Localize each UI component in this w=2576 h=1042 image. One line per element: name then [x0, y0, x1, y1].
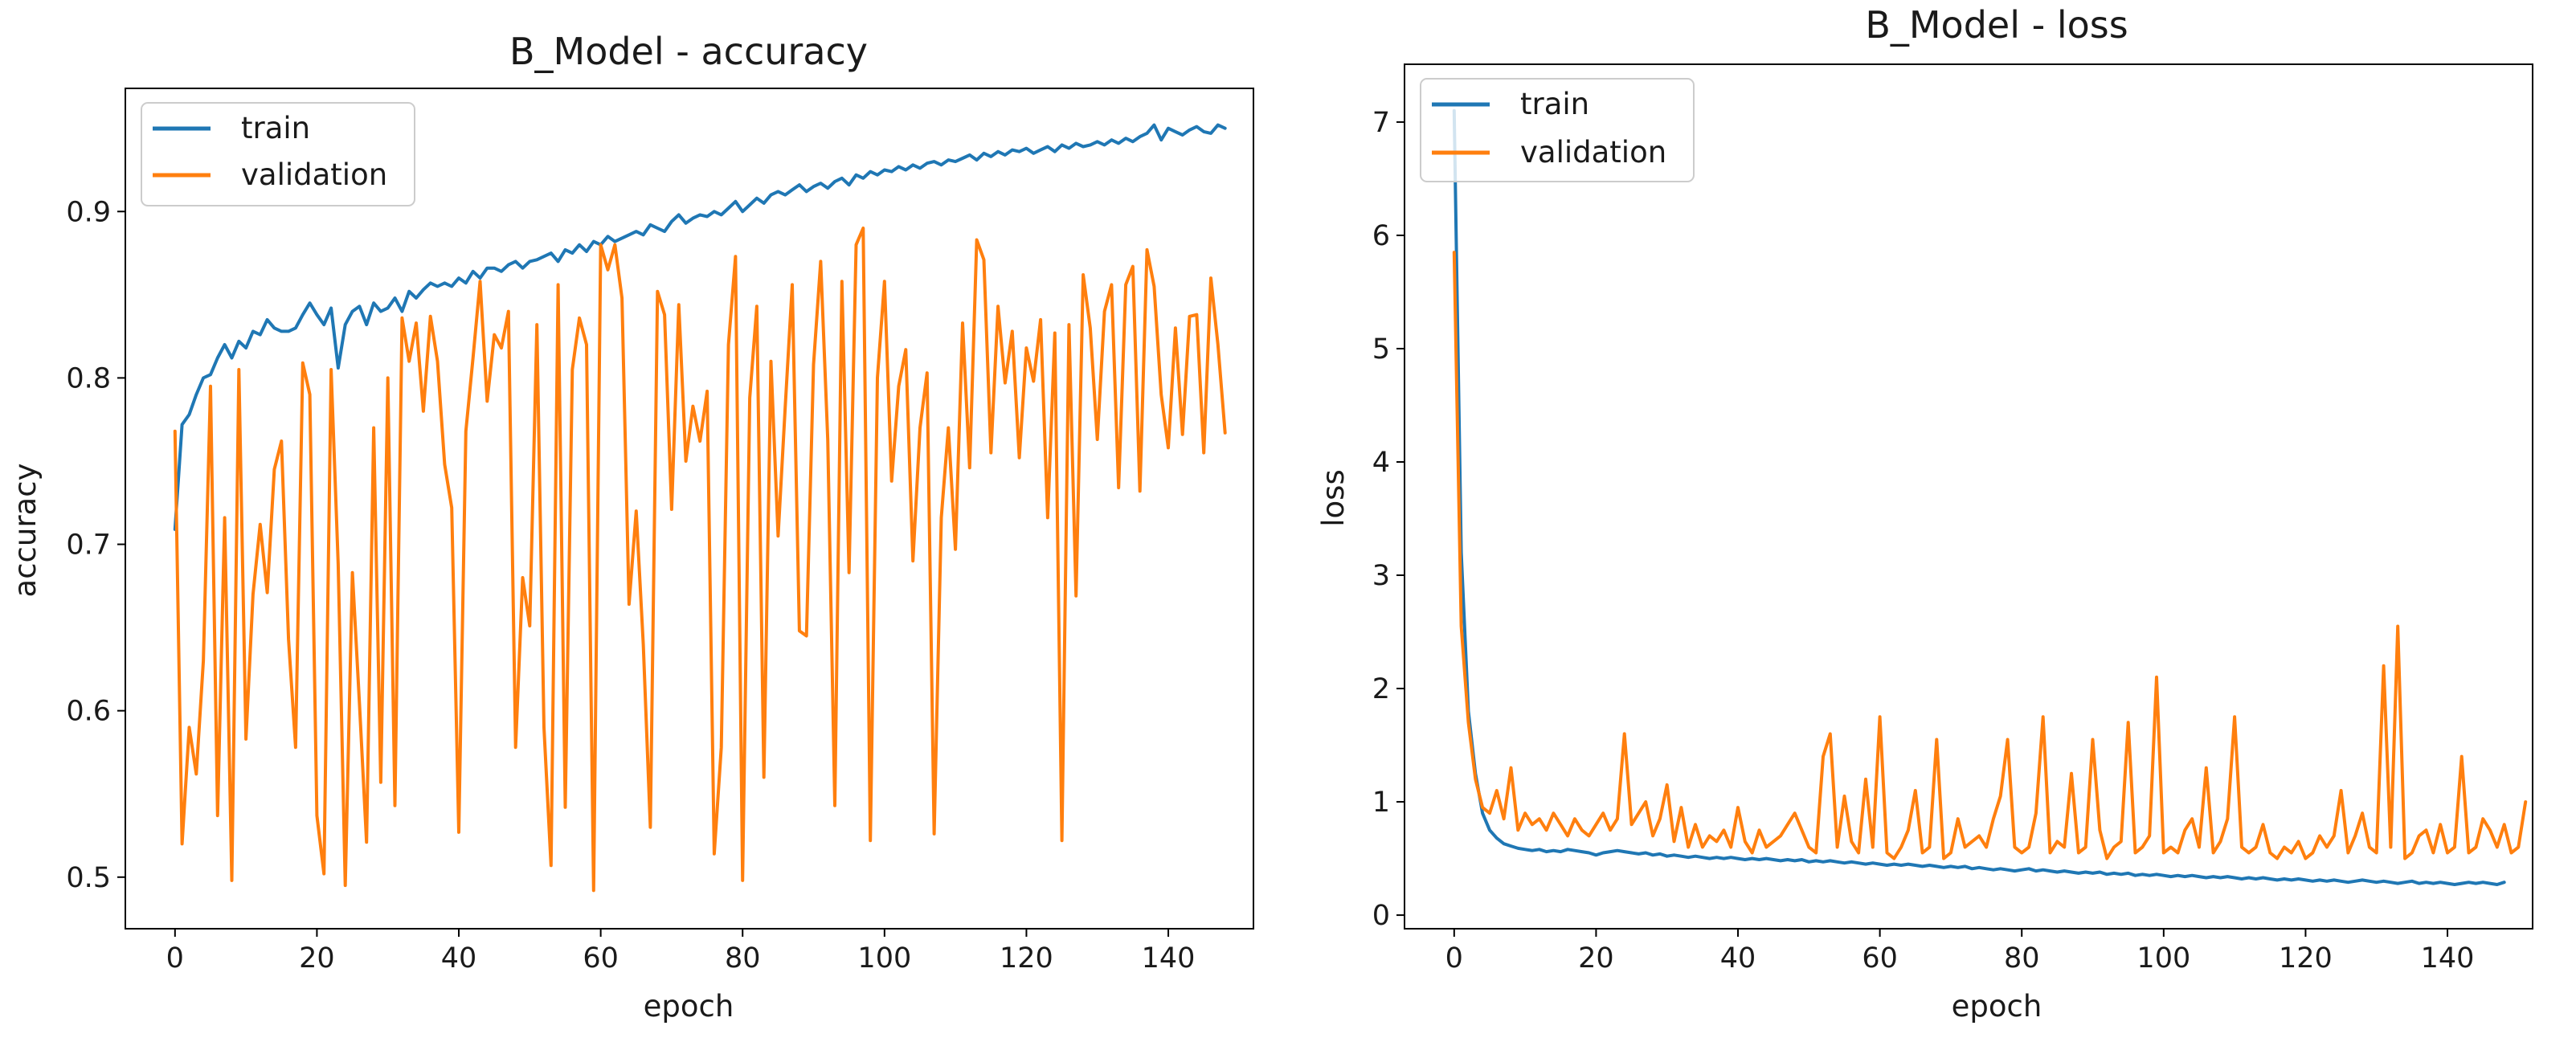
accuracy-chart-title: B_Model - accuracy: [509, 30, 868, 73]
acc-x-tick-label: 100: [857, 942, 911, 975]
accuracy-chart: B_Model - accuracy epoch accuracy 0 20 40 6…: [8, 30, 1254, 1024]
acc-series-validation-line: [173, 227, 1227, 893]
loss-x-tick-label: 0: [1445, 942, 1463, 975]
acc-series-train-line: [173, 123, 1227, 531]
loss-x-tick-label: 120: [2279, 942, 2333, 975]
loss-x-tick-label: 100: [2136, 942, 2190, 975]
loss-plot-frame: [1404, 63, 2533, 930]
loss-legend-validation-label: validation: [1520, 135, 1666, 170]
acc-x-tick-label: 140: [1142, 942, 1196, 975]
acc-x-tick-label: 40: [441, 942, 477, 975]
loss-y-tick-label: 3: [1372, 560, 1390, 592]
acc-x-tick-label: 60: [583, 942, 619, 975]
loss-x-tick-label: 140: [2421, 942, 2475, 975]
loss-x-axis-label: epoch: [1952, 989, 2042, 1024]
acc-y-tick-label: 0.7: [66, 529, 111, 562]
accuracy-legend-train-label: train: [241, 111, 310, 145]
accuracy-y-axis-label: accuracy: [8, 464, 43, 598]
acc-y-tick-label: 0.5: [66, 862, 111, 894]
loss-x-tick-label: 60: [1862, 942, 1898, 975]
loss-series-validation-line: [1452, 251, 2528, 860]
acc-x-tick-label: 80: [725, 942, 761, 975]
loss-series-lines: [1452, 108, 2528, 886]
loss-y-tick-label: 6: [1372, 220, 1390, 252]
loss-chart-title: B_Model - loss: [1865, 3, 2128, 47]
loss-chart: B_Model - loss epoch loss 0 20 40 60 80 100 12…: [1316, 3, 2533, 1024]
loss-x-tick-label: 20: [1578, 942, 1614, 975]
accuracy-x-axis-label: epoch: [644, 989, 734, 1024]
acc-y-tick-label: 0.8: [66, 362, 111, 394]
accuracy-plot-frame: [125, 88, 1254, 930]
accuracy-series-lines: [173, 123, 1227, 893]
loss-y-tick-label: 1: [1372, 787, 1390, 819]
accuracy-legend-validation-label: validation: [241, 157, 387, 192]
loss-series-train-line: [1452, 108, 2506, 886]
acc-y-tick-label: 0.6: [66, 696, 111, 728]
loss-y-tick-label: 7: [1372, 107, 1390, 139]
acc-x-tick-label: 20: [299, 942, 335, 975]
loss-y-tick-label: 5: [1372, 333, 1390, 366]
loss-y-tick-label: 2: [1372, 673, 1390, 705]
loss-x-tick-label: 40: [1720, 942, 1756, 975]
loss-y-tick-label: 0: [1372, 900, 1390, 932]
loss-y-axis-label: loss: [1316, 469, 1351, 526]
acc-x-tick-label: 120: [1000, 942, 1053, 975]
accuracy-legend: train validation: [141, 102, 415, 206]
loss-x-tick-label: 80: [2004, 942, 2040, 975]
acc-x-tick-label: 0: [166, 942, 184, 975]
accuracy-axis-ticks: 0 20 40 60 80 100 120 140 0.5 0.6 0.7 0.8 0.9: [66, 196, 1195, 975]
loss-legend-train-label: train: [1520, 87, 1589, 121]
loss-axis-ticks: 0 20 40 60 80 100 120 140 0 1 2 3 4 5 6 7: [1372, 107, 2475, 975]
loss-legend: train validation: [1420, 78, 1695, 182]
acc-y-tick-label: 0.9: [66, 196, 111, 228]
loss-y-tick-label: 4: [1372, 447, 1390, 479]
